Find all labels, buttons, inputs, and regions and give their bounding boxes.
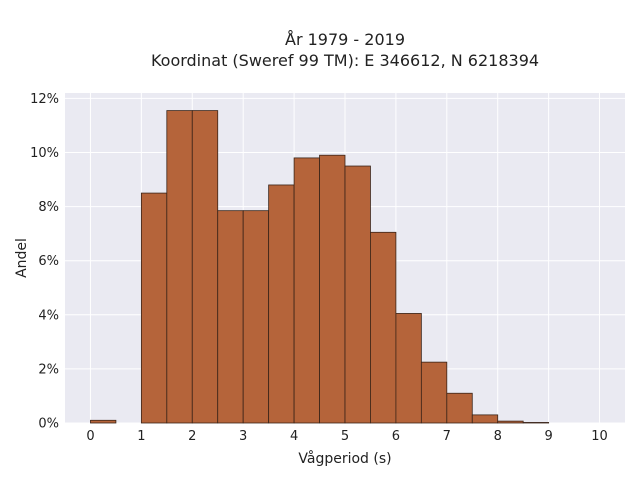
y-tick-label: 2% <box>38 362 59 377</box>
histogram-bar <box>344 165 371 424</box>
histogram-bar <box>319 154 346 424</box>
bars-layer <box>90 110 550 424</box>
x-tick-label: 7 <box>443 429 451 444</box>
x-tick-label: 4 <box>290 429 298 444</box>
histogram-bar <box>293 157 320 424</box>
histogram-bar <box>242 210 270 424</box>
y-tick-label: 10% <box>30 146 59 161</box>
histogram-bar <box>217 210 244 424</box>
y-tick-label: 12% <box>30 92 59 107</box>
histogram-bar <box>191 110 219 424</box>
histogram-bar <box>446 392 473 424</box>
x-tick-label: 9 <box>544 429 552 444</box>
x-tick-label: 5 <box>341 429 349 444</box>
x-tick-label: 1 <box>137 429 145 444</box>
x-tick-label: 6 <box>392 429 400 444</box>
x-tick-label: 3 <box>239 429 247 444</box>
x-tick-label: 2 <box>188 429 196 444</box>
histogram-bar <box>395 313 422 424</box>
histogram-bar <box>471 414 499 424</box>
y-tick-label: 4% <box>38 308 59 323</box>
chart-title-line-2: Koordinat (Sweref 99 TM): E 346612, N 62… <box>151 51 539 70</box>
y-axis-label: Andel <box>14 238 30 278</box>
x-axis-label: Vågperiod (s) <box>298 450 391 467</box>
histogram-bar <box>268 184 295 424</box>
histogram-bar <box>370 231 397 424</box>
x-ticks: 0 1 2 3 4 5 6 7 8 9 10 <box>86 429 608 444</box>
histogram-bar <box>90 419 117 424</box>
y-tick-label: 6% <box>38 254 59 269</box>
y-ticks: 0% 2% 4% 6% 8% 10% 12% <box>30 92 59 432</box>
histogram-bar <box>497 420 524 424</box>
histogram-bar <box>522 422 550 424</box>
histogram-bar <box>166 110 193 424</box>
histogram-bar <box>420 361 448 424</box>
x-tick-label: 10 <box>591 429 608 444</box>
x-tick-label: 8 <box>494 429 502 444</box>
y-tick-label: 8% <box>38 200 59 215</box>
x-tick-label: 0 <box>86 429 94 444</box>
chart-title-line-1: År 1979 - 2019 <box>285 30 405 49</box>
histogram-bar <box>140 192 168 424</box>
y-tick-label: 0% <box>38 417 59 432</box>
